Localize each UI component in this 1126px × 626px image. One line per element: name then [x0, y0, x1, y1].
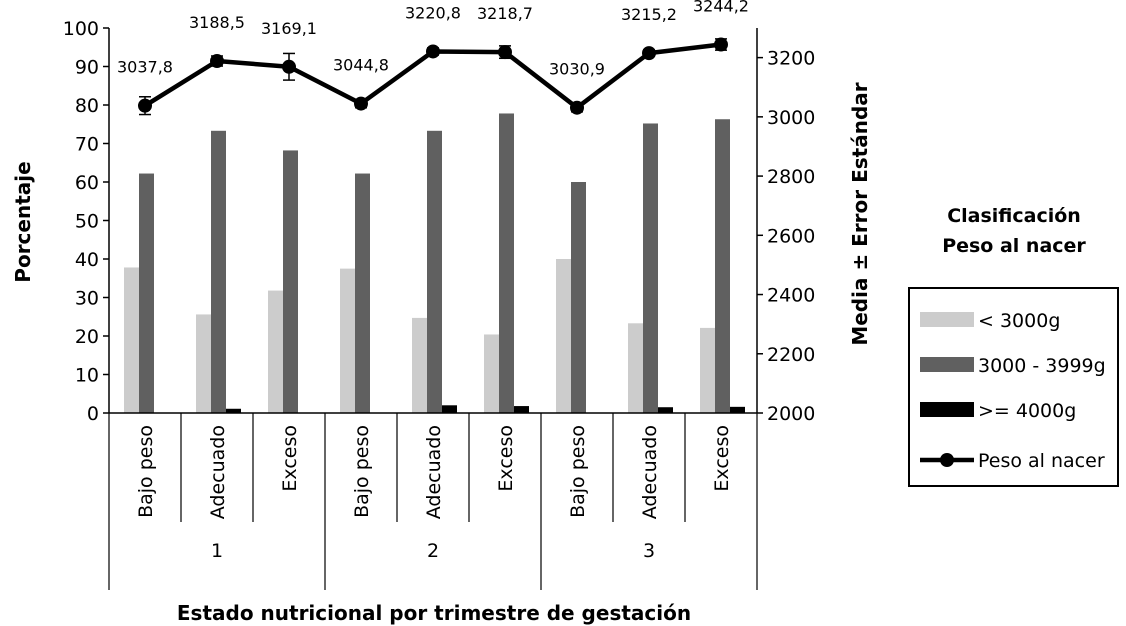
- bar-0-7: [628, 323, 643, 413]
- legend-box: [908, 287, 1119, 487]
- line-point-1: [210, 54, 224, 69]
- right-axis-tick-label: 2000: [767, 403, 815, 425]
- left-axis: 0 10 20 30 40 50 60 70 80 90 100: [63, 18, 110, 425]
- category-axis: Bajo peso Adecuado Exceso Bajo peso Adecuado…: [108, 412, 758, 590]
- category-label-1: Adecuado: [207, 425, 229, 519]
- right-axis-tick-label: 3200: [767, 48, 815, 70]
- left-axis-tick-label: 0: [87, 403, 99, 425]
- line-data-label-5: 3218,7: [477, 4, 533, 23]
- category-label-6: Bajo peso: [567, 425, 589, 518]
- left-axis-tick-label: 100: [63, 18, 99, 40]
- legend-title-line2: Peso al nacer: [942, 235, 1086, 257]
- category-label-2: Exceso: [279, 425, 301, 492]
- left-axis-tick-label: 80: [75, 95, 99, 117]
- left-axis-tick-label: 60: [75, 172, 99, 194]
- bar-1-7: [643, 123, 658, 413]
- category-label-8: Exceso: [711, 425, 733, 492]
- group-label-0: 1: [211, 540, 223, 562]
- bar-0-1: [196, 314, 211, 413]
- y-axis-title: Porcentaje: [11, 161, 35, 282]
- legend-swatch-1: [920, 357, 974, 372]
- left-axis-tick-label: 30: [75, 288, 99, 310]
- bar-2-1: [226, 408, 241, 413]
- line-data-label-2: 3169,1: [261, 19, 317, 38]
- bar-0-8: [700, 327, 715, 413]
- line-point-4: [426, 44, 440, 59]
- bar-2-8: [730, 406, 745, 413]
- y2-axis-title: Media ± Error Estándar: [848, 82, 872, 345]
- right-axis-tick-label: 2400: [767, 285, 815, 307]
- bar-2-5: [514, 406, 529, 413]
- category-label-4: Adecuado: [423, 425, 445, 519]
- line-point-7: [642, 46, 656, 61]
- bar-0-0: [124, 267, 139, 413]
- group-label-1: 2: [427, 540, 439, 562]
- bar-0-6: [556, 259, 571, 413]
- line-data-label-1: 3188,5: [189, 13, 245, 32]
- bar-0-4: [412, 317, 427, 413]
- bar-1-8: [715, 119, 730, 414]
- legend-swatch-2: [920, 402, 974, 417]
- line-data-label-7: 3215,2: [621, 5, 677, 24]
- left-axis-tick-label: 50: [75, 211, 99, 233]
- left-axis-tick-label: 10: [75, 365, 99, 387]
- bar-1-4: [427, 130, 442, 414]
- bar-0-3: [340, 268, 355, 413]
- bar-2-7: [658, 407, 673, 413]
- line-series: 3037,8 3188,5 3169,1 3044,8 3220,8 3218,7 3030…: [117, 0, 749, 116]
- line-point-3: [354, 96, 368, 111]
- category-label-0: Bajo peso: [135, 425, 157, 518]
- line-point-0: [138, 98, 152, 113]
- bar-1-0: [139, 173, 154, 413]
- legend-label-1: 3000 - 3999g: [978, 355, 1106, 377]
- group-label-2: 3: [643, 540, 655, 562]
- legend: Clasificación Peso al nacer < 3000g 3000 …: [908, 205, 1119, 487]
- right-axis: 2000 2200 2400 2600 2800 3000 3200: [756, 28, 815, 425]
- bar-1-1: [211, 130, 226, 414]
- line-data-label-4: 3220,8: [405, 3, 461, 22]
- line-data-label-3: 3044,8: [333, 56, 389, 75]
- right-axis-tick-label: 2600: [767, 225, 815, 247]
- bar-1-2: [283, 150, 298, 413]
- legend-line-marker: [940, 453, 954, 467]
- category-label-5: Exceso: [495, 425, 517, 492]
- legend-swatch-0: [920, 312, 974, 327]
- line-point-8: [714, 37, 728, 52]
- left-axis-tick-label: 20: [75, 326, 99, 348]
- line-point-5: [498, 45, 512, 60]
- line-data-label-8: 3244,2: [693, 0, 749, 16]
- legend-label-line: Peso al nacer: [978, 450, 1105, 472]
- line-data-label-6: 3030,9: [549, 60, 605, 79]
- category-label-7: Adecuado: [639, 425, 661, 519]
- left-axis-tick-label: 40: [75, 249, 99, 271]
- bar-1-6: [571, 182, 586, 413]
- legend-items: < 3000g 3000 - 3999g >= 4000g Peso al nacer: [920, 310, 1106, 472]
- line-point-2: [282, 59, 296, 74]
- bars: [124, 113, 745, 414]
- line-point-6: [570, 100, 584, 115]
- right-axis-tick-label: 2200: [767, 344, 815, 366]
- x-axis-title: Estado nutricional por trimestre de gest…: [177, 601, 691, 625]
- bar-2-4: [442, 405, 457, 413]
- bar-1-5: [499, 113, 514, 413]
- right-axis-tick-label: 2800: [767, 166, 815, 188]
- left-axis-tick-label: 90: [75, 57, 99, 79]
- line-data-label-0: 3037,8: [117, 58, 173, 77]
- category-label-3: Bajo peso: [351, 425, 373, 518]
- right-axis-tick-label: 3000: [767, 107, 815, 129]
- legend-label-0: < 3000g: [978, 310, 1060, 332]
- legend-label-2: >= 4000g: [978, 400, 1076, 422]
- bar-0-5: [484, 334, 499, 413]
- left-axis-tick-label: 70: [75, 134, 99, 156]
- bar-1-3: [355, 173, 370, 413]
- bar-0-2: [268, 290, 283, 413]
- legend-title-line1: Clasificación: [947, 205, 1081, 227]
